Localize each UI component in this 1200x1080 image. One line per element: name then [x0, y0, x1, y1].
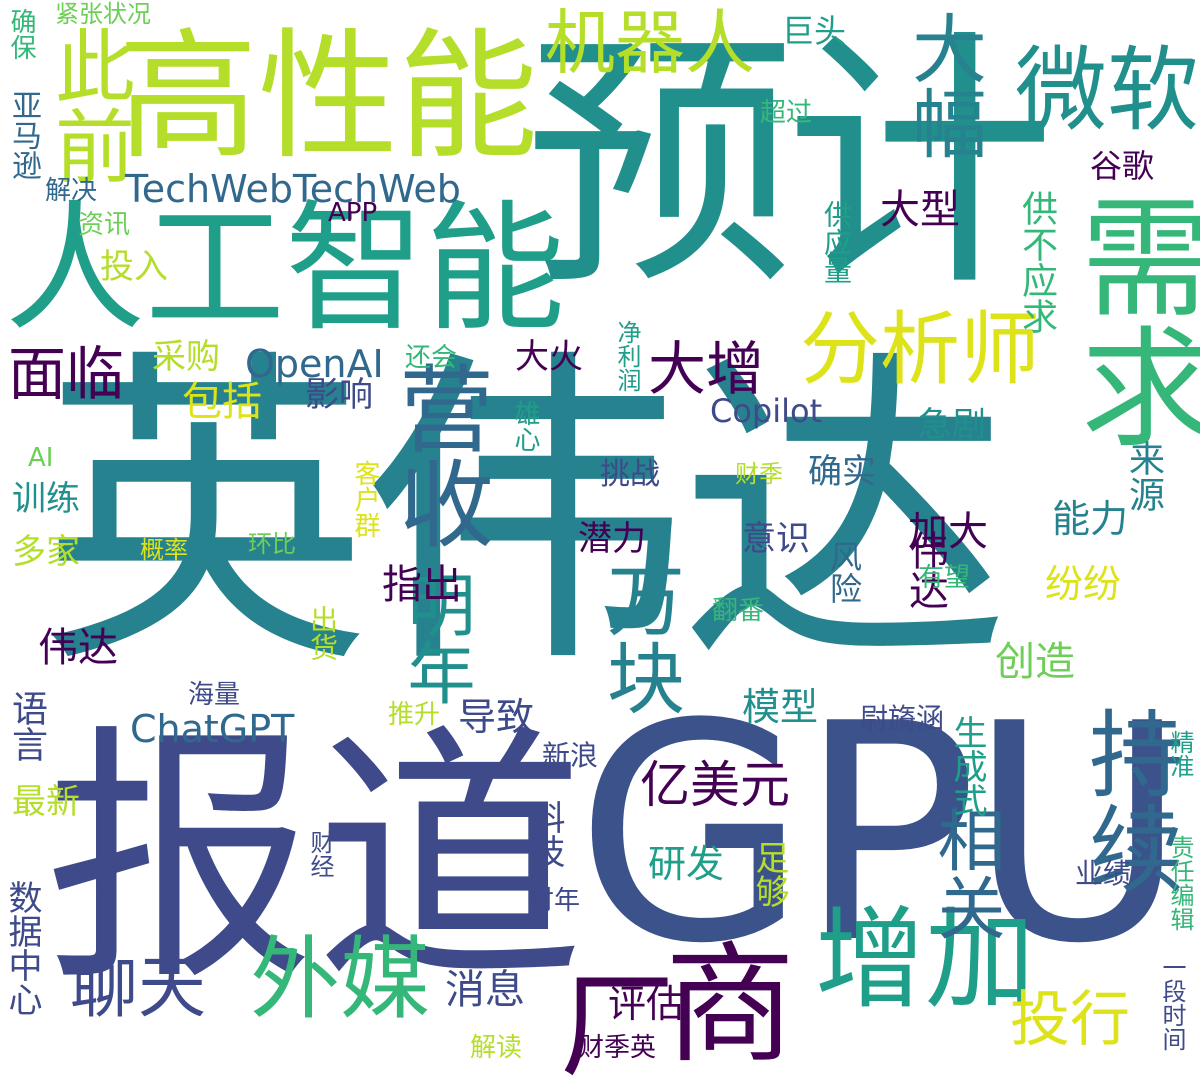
word-fengxian: 风险 — [825, 540, 863, 604]
word-daozhi: 导致 — [458, 695, 535, 739]
word-yingweida: 英伟达 — [40, 323, 1010, 707]
word-gongbuyingqiu: 供不应求 — [1016, 190, 1057, 334]
word-xuqiu: 需求 — [1059, 190, 1200, 450]
word-yuji: 预计 — [525, 7, 1055, 322]
word-zengjia: 增加 — [815, 896, 1035, 1024]
word-jingrun: 净利润 — [613, 320, 641, 392]
word-jiejue: 解决 — [45, 176, 98, 206]
word-chatgpt: ChatGPT — [130, 707, 295, 751]
word-tuisheng: 推升 — [388, 700, 441, 730]
word-liaotian: 聊天 — [70, 949, 207, 1028]
word-yeji: 业绩 — [1075, 857, 1132, 890]
word-baodao: 报道 — [45, 702, 585, 1017]
word-mianlin: 面临 — [8, 340, 125, 408]
word-weida: 伟达 — [902, 530, 948, 610]
word-zuixin: 最新 — [12, 782, 80, 822]
word-baokuo: 包括 — [182, 379, 262, 425]
word-nengli: 能力 — [1052, 497, 1129, 541]
word-guge: 谷歌 — [1090, 147, 1155, 185]
word-kehuqun: 客户群 — [350, 460, 380, 538]
word-chaoguo: 超过 — [760, 98, 813, 128]
word-xiongxin: 雄心 — [510, 400, 540, 452]
word-queshi: 确实 — [808, 452, 876, 492]
word-xiaoxi: 消息 — [445, 967, 525, 1013]
word-caigou: 采购 — [152, 337, 220, 377]
word-shengchengshi: 生成式 — [947, 715, 987, 817]
word-queba: 确保 — [6, 8, 36, 60]
word-yingshou: 营收 — [383, 360, 493, 550]
word-caijiying: 财季英 — [578, 1033, 657, 1063]
word-zebian: 责任编辑 — [1166, 835, 1194, 931]
word-shang: 商 — [665, 929, 796, 1080]
word-touru: 投入 — [100, 247, 168, 287]
word-tiaozhan: 挑战 — [600, 457, 660, 492]
word-gongyingliang: 供应量 — [820, 200, 853, 284]
word-wankuai: 万块 — [594, 560, 684, 716]
word-yuyan: 语言 — [6, 690, 47, 762]
word-jiqiren: 机器人 — [545, 2, 755, 84]
word-chixu: 持续 — [1073, 705, 1183, 895]
word-pinggu: 评估 — [608, 982, 685, 1026]
word-jiada: 加大 — [908, 509, 988, 555]
word-ruanwei: 微软 — [1015, 37, 1200, 144]
word-dafu: 大幅 — [899, 10, 987, 160]
word-yamaxun: 亚马逊 — [6, 90, 41, 180]
word-gaoxingneng: 高性能 — [118, 16, 539, 179]
word-rengongzhineng: 人工智能 — [5, 188, 566, 351]
word-jinzhang: 紧张状况 — [55, 0, 151, 28]
word-cainian: 财年 — [528, 886, 581, 916]
word-jutou: 巨头 — [782, 12, 847, 50]
word-jiju: 急剧 — [918, 405, 986, 445]
word-mingnian: 明年 — [395, 570, 474, 706]
word-yimeiyuan: 亿美元 — [640, 756, 790, 814]
word-app: APP — [328, 198, 378, 228]
word-dazeng: 大增 — [648, 335, 765, 403]
word-openai: OpenAI — [245, 342, 384, 386]
word-yishi: 意识 — [742, 519, 810, 559]
word-yingxiang: 影响 — [305, 375, 373, 415]
word-chang: 厂 — [560, 960, 676, 1080]
word-xunlian: 训练 — [12, 479, 80, 519]
word-zugou: 足够 — [749, 840, 789, 908]
word-gpu: GPU — [575, 660, 1188, 1009]
word-caiji: 财季 — [735, 460, 783, 488]
word-waimei: 外媒 — [250, 927, 430, 1032]
word-keji: 科技 — [525, 800, 565, 868]
word-fanfan: 翻番 — [712, 596, 765, 626]
word-xinlang: 新浪 — [542, 739, 599, 772]
word-ai: AI — [28, 443, 54, 473]
word-caijing: 财经 — [306, 830, 334, 878]
word-dahuo: 大火 — [515, 337, 583, 377]
word-youwang: 有望 — [918, 563, 971, 593]
word-xiangguan: 相关 — [925, 805, 1004, 941]
word-touhang: 投行 — [1010, 985, 1130, 1055]
word-laiyuan: 来源 — [1123, 440, 1164, 512]
word-daxing: 大型 — [880, 187, 960, 233]
word-chuangzao: 创造 — [995, 639, 1075, 685]
word-qianli: 潜力 — [578, 519, 646, 559]
word-fenfen: 纷纷 — [1045, 562, 1122, 606]
word-cichian: 此前 — [42, 25, 135, 185]
word-jingzhun: 精准 — [1166, 730, 1194, 778]
word-techweb: TechWebTechWeb — [125, 167, 461, 211]
word-duojia: 多家 — [12, 532, 80, 572]
word-gailv: 概率 — [140, 536, 188, 564]
word-weiqihan: 尉旖涵 — [860, 702, 945, 735]
word-haihui: 还会 — [405, 343, 458, 373]
word-jiedu: 解读 — [470, 1033, 523, 1063]
word-copilot: Copilot — [710, 392, 823, 430]
word-yiduanshijian: 一段时间 — [1158, 955, 1186, 1051]
word-weida-h: 伟达 — [38, 625, 118, 671]
word-zixun: 资讯 — [78, 210, 131, 240]
word-zhichu: 指出 — [382, 562, 462, 608]
word-shujuzhongxin: 数据中心 — [2, 880, 42, 1016]
word-moxing: 模型 — [742, 685, 819, 729]
word-chuhuo: 出货 — [306, 605, 339, 661]
word-huanbi: 环比 — [248, 530, 296, 558]
word-yanfa: 研发 — [648, 842, 725, 886]
word-haiiliang: 海量 — [188, 680, 241, 710]
word-fenxishi: 分析师 — [800, 303, 1040, 396]
